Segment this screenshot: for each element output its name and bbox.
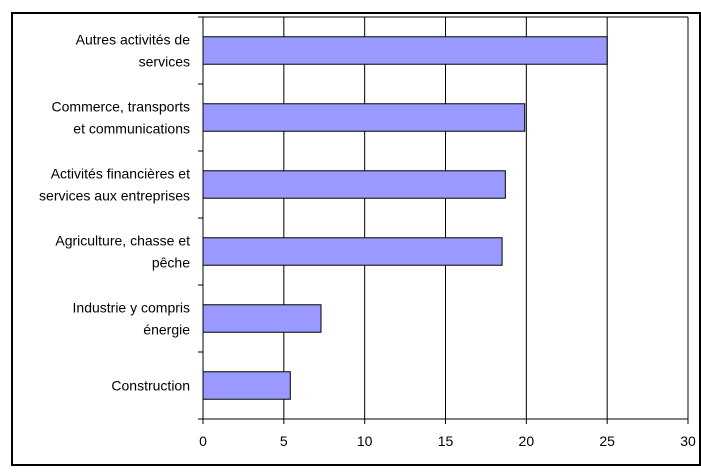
bar-3	[202, 237, 503, 266]
category-label: services	[139, 54, 190, 70]
grid-layer	[283, 17, 689, 419]
bar-0	[202, 36, 608, 65]
x-tick-label: 30	[680, 433, 696, 449]
category-label: pêche	[152, 255, 190, 271]
axis-layer	[198, 16, 689, 424]
x-tick-label: 15	[438, 433, 454, 449]
category-label: Activités financières et	[51, 166, 190, 182]
x-tick-label: 5	[280, 433, 288, 449]
bar-5	[202, 371, 291, 400]
category-label: et communications	[73, 121, 190, 137]
category-label: Agriculture, chasse et	[55, 233, 190, 249]
bar-2	[202, 170, 506, 199]
category-label: Industrie y compris	[73, 300, 190, 316]
category-label: services aux entreprises	[39, 188, 190, 204]
x-tick-label: 0	[199, 433, 207, 449]
bar-4	[202, 304, 322, 333]
x-tick-label: 25	[599, 433, 615, 449]
x-tick-label: 20	[519, 433, 535, 449]
bar-1	[202, 103, 526, 132]
category-label: énergie	[143, 322, 190, 338]
category-label: Construction	[111, 378, 190, 394]
bar-layer	[202, 36, 608, 400]
category-label: Commerce, transports	[52, 99, 190, 115]
category-label: Autres activités de	[76, 32, 191, 48]
x-tick-label: 10	[357, 433, 373, 449]
label-layer: 0 5 10 15 20 25 30 Autres activités de services C…	[39, 32, 696, 450]
